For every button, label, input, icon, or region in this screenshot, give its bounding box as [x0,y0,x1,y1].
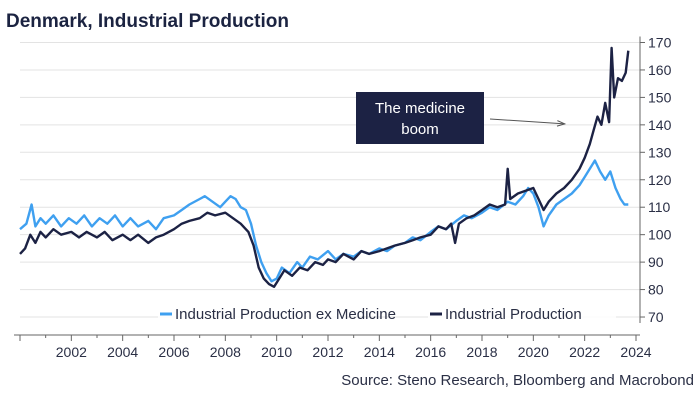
y-tick-label: 150 [648,89,672,105]
series-line-1 [19,159,629,283]
x-tick-label: 2022 [569,344,600,360]
y-tick-label: 100 [648,227,672,243]
y-tick-label: 90 [648,254,664,270]
gridlines [20,41,640,318]
annotation-arrow [489,118,565,125]
x-tick-label: 2018 [466,344,497,360]
source-note: Source: Steno Research, Bloomberg and Ma… [341,372,694,389]
legend-backdrop [158,304,346,326]
chart-title: Denmark, Industrial Production [6,11,289,32]
legend-backdrop [428,304,616,326]
series-line-2 [19,46,630,288]
y-tick-label: 130 [648,144,672,160]
y-tick-label: 80 [648,282,664,298]
x-axis: 2002 2004 2006 2008 2010 2012 2014 2016 2018 2020… [14,334,652,360]
x-tick-label: 2016 [415,344,446,360]
y-tick-label: 110 [648,199,671,215]
annotation-text: The medicine [375,100,465,117]
legend-label: Industrial Production ex Medicine [175,306,396,323]
legend-label: Industrial Production [445,306,582,323]
annotation: The medicine boom [356,92,567,144]
x-tick-label: 2012 [312,344,343,360]
series-lines [19,46,630,288]
x-tick-label: 2024 [620,344,651,360]
x-tick-label: 2004 [107,344,138,360]
y-tick-label: 140 [648,117,672,133]
x-tick-label: 2008 [210,344,241,360]
y-tick-label: 120 [648,172,672,188]
y-tick-label: 170 [648,34,672,50]
x-tick-label: 2006 [158,344,189,360]
annotation-arrowhead [556,120,567,127]
x-tick-label: 2020 [518,344,549,360]
y-tick-label: 70 [648,309,664,325]
y-axis: 70 80 90 100 110 120 130 140 150 160 170 [639,34,672,325]
x-tick-label: 2014 [364,344,395,360]
legend: Industrial Production ex Medicine Industr… [158,304,616,326]
x-tick-label: 2002 [56,344,87,360]
annotation-text: boom [401,121,439,138]
annotation-box [356,92,484,144]
x-tick-label: 2010 [261,344,292,360]
y-tick-label: 160 [648,62,672,78]
